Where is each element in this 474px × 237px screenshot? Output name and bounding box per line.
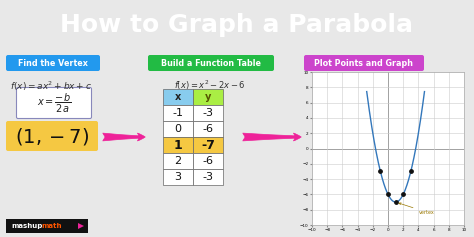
Point [392,200,400,204]
Bar [163,137,193,153]
FancyBboxPatch shape [6,55,100,71]
Text: y: y [205,92,211,102]
Text: -3: -3 [202,108,213,118]
Bar [163,169,193,185]
Bar [6,219,88,233]
FancyBboxPatch shape [17,87,91,118]
Text: -1: -1 [173,108,183,118]
Bar [163,89,193,105]
Text: $(1,-7)$: $(1,-7)$ [15,126,89,146]
Text: x: x [175,92,181,102]
Text: -7: -7 [201,138,215,151]
Text: How to Graph a Parabola: How to Graph a Parabola [61,13,413,37]
Text: $x = \dfrac{-b}{2a}$: $x = \dfrac{-b}{2a}$ [37,91,71,114]
Text: 3: 3 [174,172,182,182]
Text: 1: 1 [173,138,182,151]
Text: $f(x) = x^2 - 2x - 6$: $f(x) = x^2 - 2x - 6$ [174,79,246,92]
Text: Plot Points and Graph: Plot Points and Graph [315,59,413,68]
Bar [163,105,193,121]
Polygon shape [78,223,84,229]
Bar [193,89,223,105]
Text: vertex: vertex [399,203,434,214]
Point [400,192,407,196]
Bar [193,137,223,153]
Text: 2: 2 [174,156,182,166]
Point [384,192,392,196]
Point [407,169,415,173]
Text: $f(x) = ax^2 + bx + c$: $f(x) = ax^2 + bx + c$ [10,80,92,93]
Text: mashup: mashup [11,223,42,229]
Text: 0: 0 [174,124,182,134]
Text: -3: -3 [202,172,213,182]
Bar [193,121,223,137]
Point [377,169,384,173]
Bar [193,105,223,121]
FancyBboxPatch shape [304,55,424,71]
Text: Find the Vertex: Find the Vertex [18,59,88,68]
Bar [163,153,193,169]
Text: -6: -6 [202,124,213,134]
Bar [193,169,223,185]
Bar [163,121,193,137]
Bar [193,153,223,169]
FancyBboxPatch shape [148,55,274,71]
FancyBboxPatch shape [6,121,98,151]
Text: Build a Function Table: Build a Function Table [161,59,261,68]
Text: -6: -6 [202,156,213,166]
Text: math: math [41,223,62,229]
